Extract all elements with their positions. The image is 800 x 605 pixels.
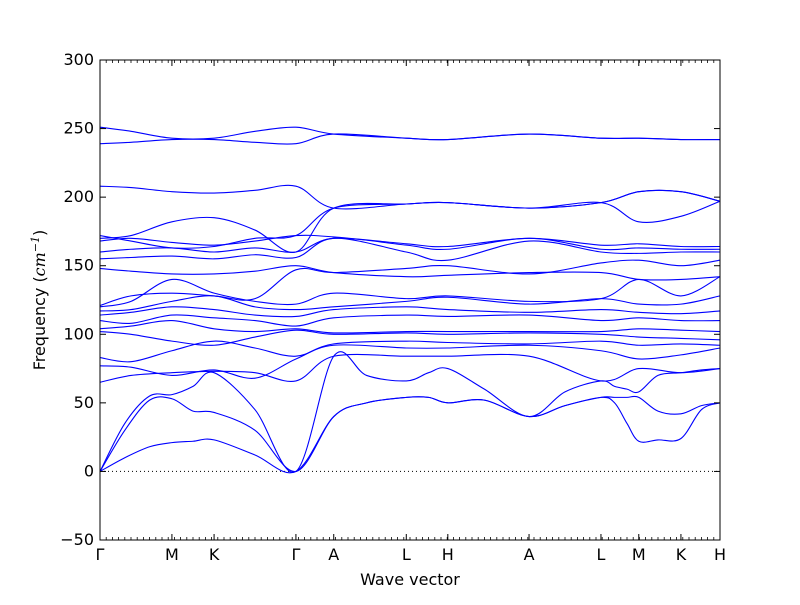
phonon-branch-15 xyxy=(99,237,721,262)
x-tick-label: K xyxy=(209,545,220,564)
x-tick-label: M xyxy=(165,545,179,564)
plot-frame xyxy=(99,59,721,541)
x-tick-label: L xyxy=(402,545,411,564)
y-tick-label: 0 xyxy=(84,461,94,480)
x-tick-label: L xyxy=(596,545,605,564)
y-tick-label: 300 xyxy=(63,50,94,69)
phonon-branch-7 xyxy=(99,329,721,346)
phonon-branch-20 xyxy=(99,184,721,210)
x-tick-label: A xyxy=(524,545,535,564)
phonon-branch-19 xyxy=(99,200,721,253)
x-tick-label: Γ xyxy=(291,545,300,564)
phonon-branch-6 xyxy=(99,340,721,363)
x-tick-label: M xyxy=(632,545,646,564)
phonon-branch-14 xyxy=(99,265,721,281)
y-tick-label: 250 xyxy=(63,119,94,138)
y-tick-label: 100 xyxy=(63,324,94,343)
x-tick-label: Γ xyxy=(96,545,105,564)
phonon-branch-22 xyxy=(99,126,721,141)
phonon-branch-3 xyxy=(99,351,721,473)
phonon-branch-17 xyxy=(99,234,721,248)
x-tick-label: K xyxy=(676,545,687,564)
phonon-branch-2 xyxy=(99,395,721,472)
y-axis-unit: cm xyxy=(30,252,49,276)
phonon-branch-12 xyxy=(99,276,721,308)
x-tick-label: H xyxy=(714,545,726,564)
y-tick-label: 200 xyxy=(63,187,94,206)
phonon-branch-8 xyxy=(99,320,721,334)
phonon-branch-11 xyxy=(99,295,721,312)
y-tick-label: 150 xyxy=(63,256,94,275)
y-axis-title: Frequency (cm−1) xyxy=(29,230,49,371)
x-axis-title: Wave vector xyxy=(360,570,460,589)
phonon-branch-10 xyxy=(99,306,721,318)
x-tick-label: H xyxy=(442,545,454,564)
phonon-branch-9 xyxy=(99,314,721,327)
phonon-branch-5 xyxy=(99,344,721,379)
y-tick-label: 50 xyxy=(74,393,94,412)
phonon-branch-4 xyxy=(99,353,721,383)
y-axis-unit-exponent: −1 xyxy=(29,236,42,252)
y-tick-label: −50 xyxy=(60,530,94,549)
y-axis-title-text: Frequency ( xyxy=(30,276,49,370)
y-axis-title-close: ) xyxy=(30,230,49,236)
series-layer xyxy=(99,126,721,474)
y-tick-labels: −50 0 50 100 150 200 250 300 xyxy=(60,50,94,549)
phonon-branch-13 xyxy=(99,259,721,307)
x-tick-label: A xyxy=(328,545,339,564)
